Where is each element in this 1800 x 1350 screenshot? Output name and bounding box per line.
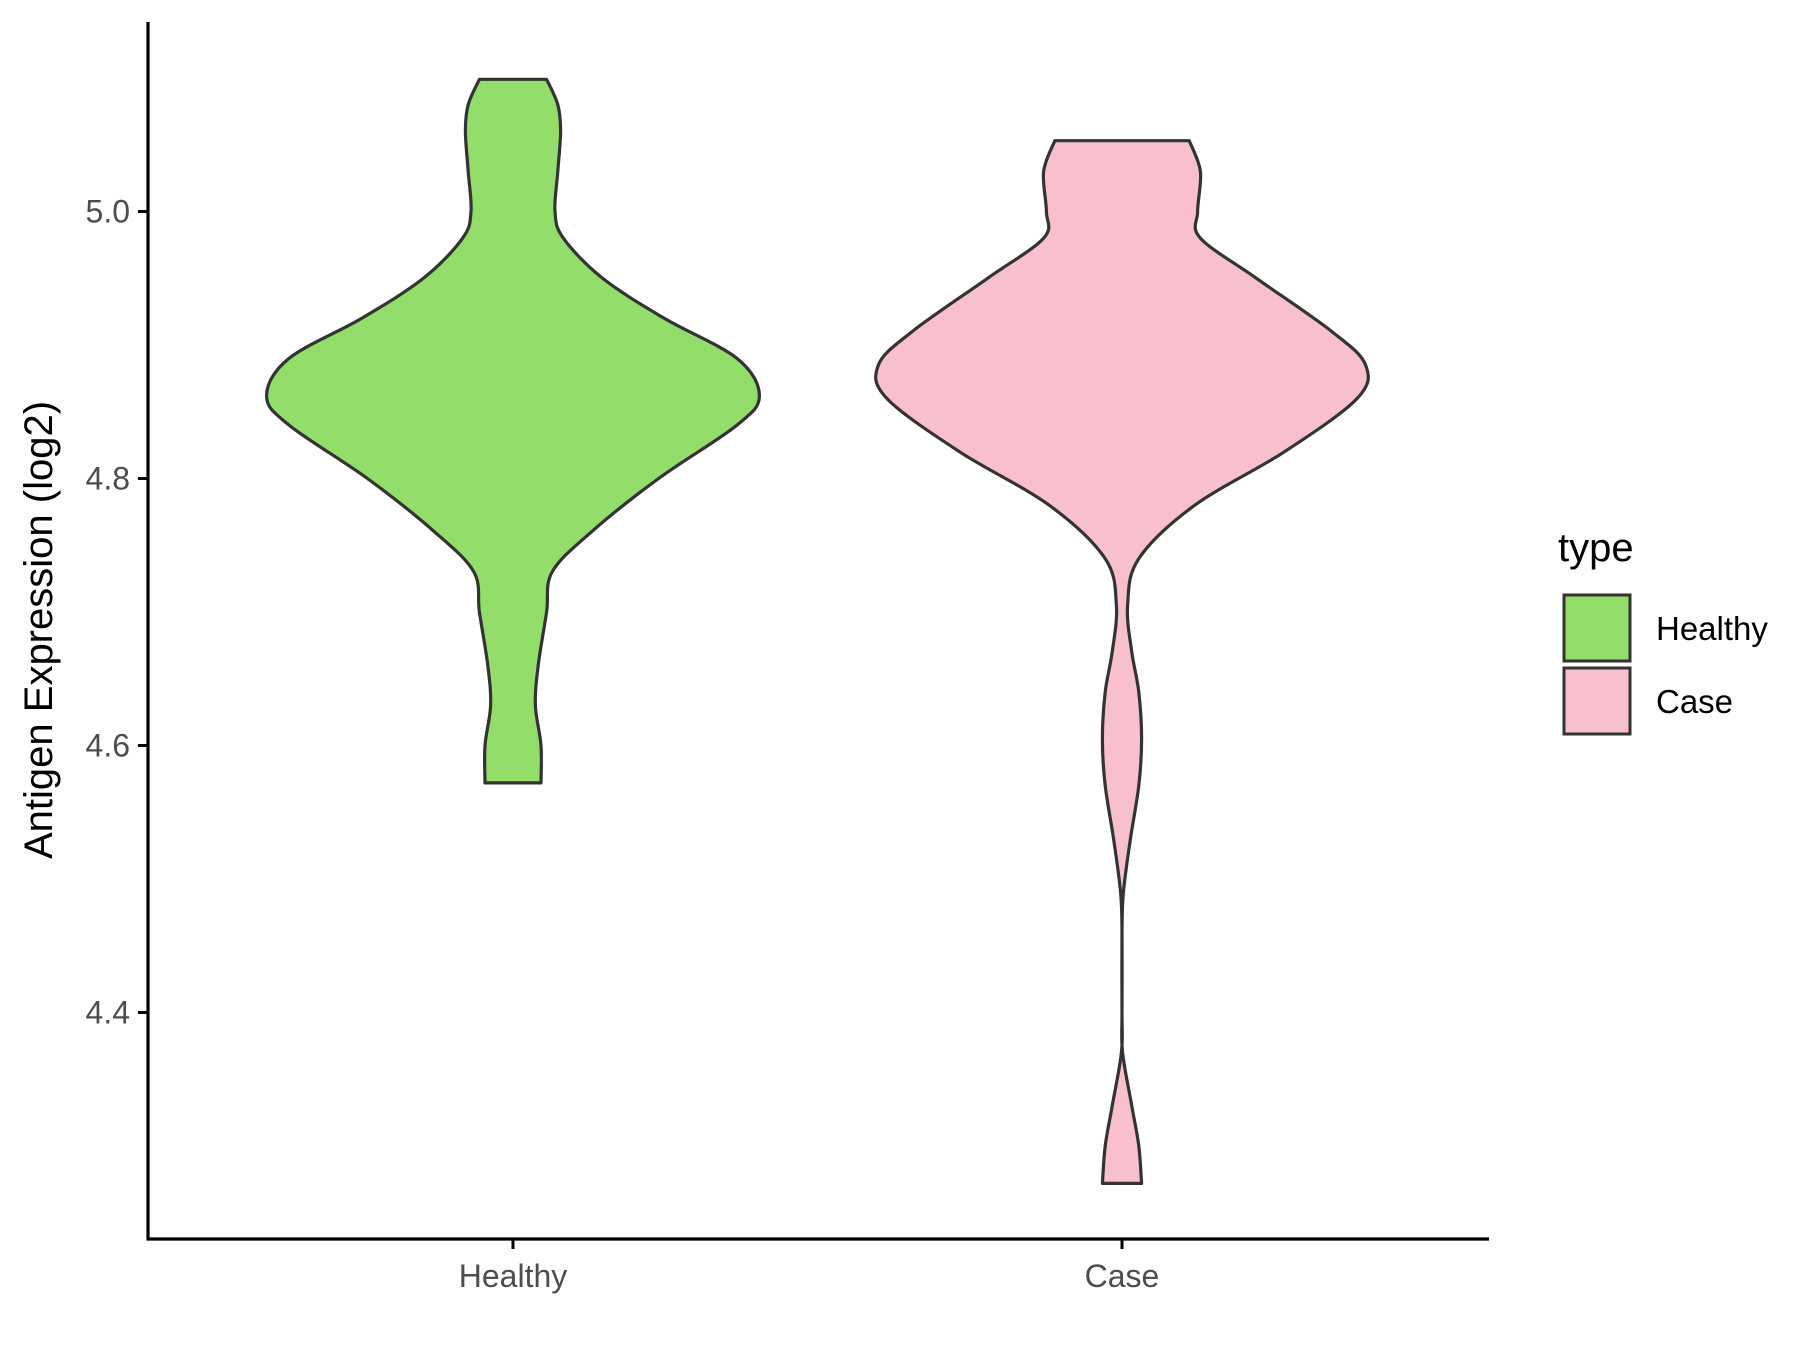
x-tick-label: Case	[1085, 1258, 1160, 1294]
y-axis-title: Antigen Expression (log2)	[17, 401, 61, 859]
y-tick-label: 5.0	[86, 194, 130, 230]
y-tick-label: 4.4	[86, 995, 130, 1031]
y-tick-label: 4.6	[86, 728, 130, 764]
violin-case	[874, 139, 1370, 1185]
x-tick-label: Healthy	[459, 1258, 568, 1294]
legend: type Healthy Case	[1558, 526, 1768, 736]
legend-title: type	[1558, 526, 1634, 570]
x-axis-ticks: Healthy Case	[459, 1239, 1160, 1294]
legend-key-healthy	[1562, 593, 1632, 663]
y-axis-ticks: 4.4 4.6 4.8 5.0	[86, 194, 148, 1031]
legend-label-healthy: Healthy	[1656, 610, 1768, 647]
legend-label-case: Case	[1656, 683, 1733, 720]
y-tick-label: 4.8	[86, 461, 130, 497]
violin-group	[265, 77, 1370, 1185]
legend-key-case	[1562, 666, 1632, 736]
violin-healthy	[265, 77, 761, 785]
